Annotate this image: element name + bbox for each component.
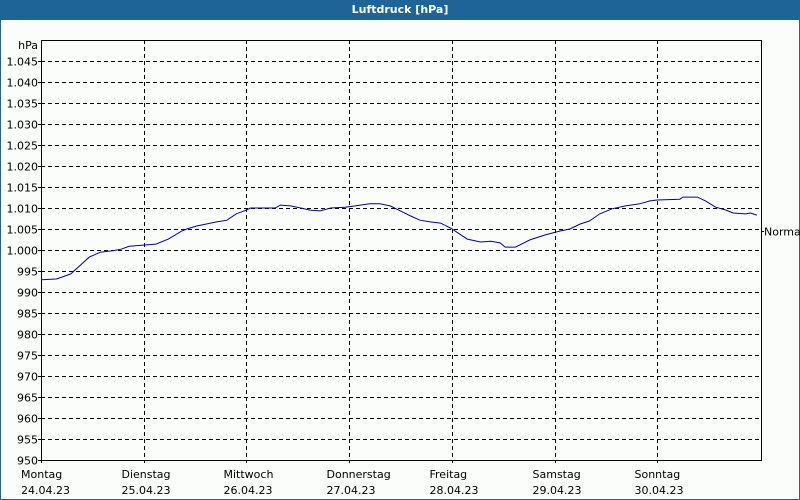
x-date-label: 29.04.23 (533, 484, 582, 497)
x-day-label: Sonntag (635, 468, 681, 481)
y-tick-label: 1.035 (7, 98, 39, 111)
y-tick-label: 1.030 (7, 119, 39, 132)
y-tick-label: 1.025 (7, 140, 39, 153)
y-tick-label: 1.040 (7, 77, 39, 90)
x-day-label: Samstag (533, 468, 581, 481)
y-tick-label: 970 (17, 371, 38, 384)
y-axis-unit: hPa (18, 39, 38, 52)
y-tick-label: 1.010 (7, 203, 39, 216)
x-day-label: Freitag (430, 468, 468, 481)
x-date-label: 25.04.23 (122, 484, 171, 497)
y-tick-label: 965 (17, 392, 38, 405)
chart-title: Luftdruck [hPa] (0, 0, 800, 20)
y-tick-label: 960 (17, 413, 38, 426)
y-tick-label: 955 (17, 434, 38, 447)
x-date-label: 24.04.23 (21, 484, 70, 497)
normal-label: Normal (764, 226, 800, 239)
plot-frame (41, 40, 762, 461)
y-tick-label: 950 (17, 455, 38, 468)
x-day-label: Donnerstag (327, 468, 391, 481)
y-tick-label: 1.020 (7, 161, 39, 174)
x-date-label: 26.04.23 (224, 484, 273, 497)
y-tick-label: 1.015 (7, 182, 39, 195)
x-date-label: 28.04.23 (430, 484, 479, 497)
y-tick-label: 985 (17, 308, 38, 321)
x-day-label: Mittwoch (224, 468, 274, 481)
y-tick-label: 990 (17, 287, 38, 300)
y-tick-label: 1.005 (7, 224, 39, 237)
y-tick-label: 980 (17, 329, 38, 342)
y-tick-label: 1.000 (7, 245, 39, 258)
y-tick-label: 995 (17, 266, 38, 279)
pressure-line (40, 196, 757, 281)
x-date-label: 27.04.23 (327, 484, 376, 497)
y-tick-label: 975 (17, 350, 38, 363)
x-day-label: Montag (21, 468, 62, 481)
x-date-label: 30.04.23 (635, 484, 684, 497)
y-tick-label: 1.045 (7, 56, 39, 69)
x-day-label: Dienstag (122, 468, 171, 481)
